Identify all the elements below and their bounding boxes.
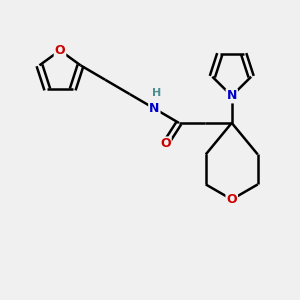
Text: O: O: [160, 137, 171, 150]
Text: O: O: [55, 44, 65, 57]
Text: N: N: [149, 102, 160, 115]
Text: H: H: [152, 88, 161, 98]
Text: O: O: [226, 193, 237, 206]
Text: N: N: [226, 89, 237, 102]
